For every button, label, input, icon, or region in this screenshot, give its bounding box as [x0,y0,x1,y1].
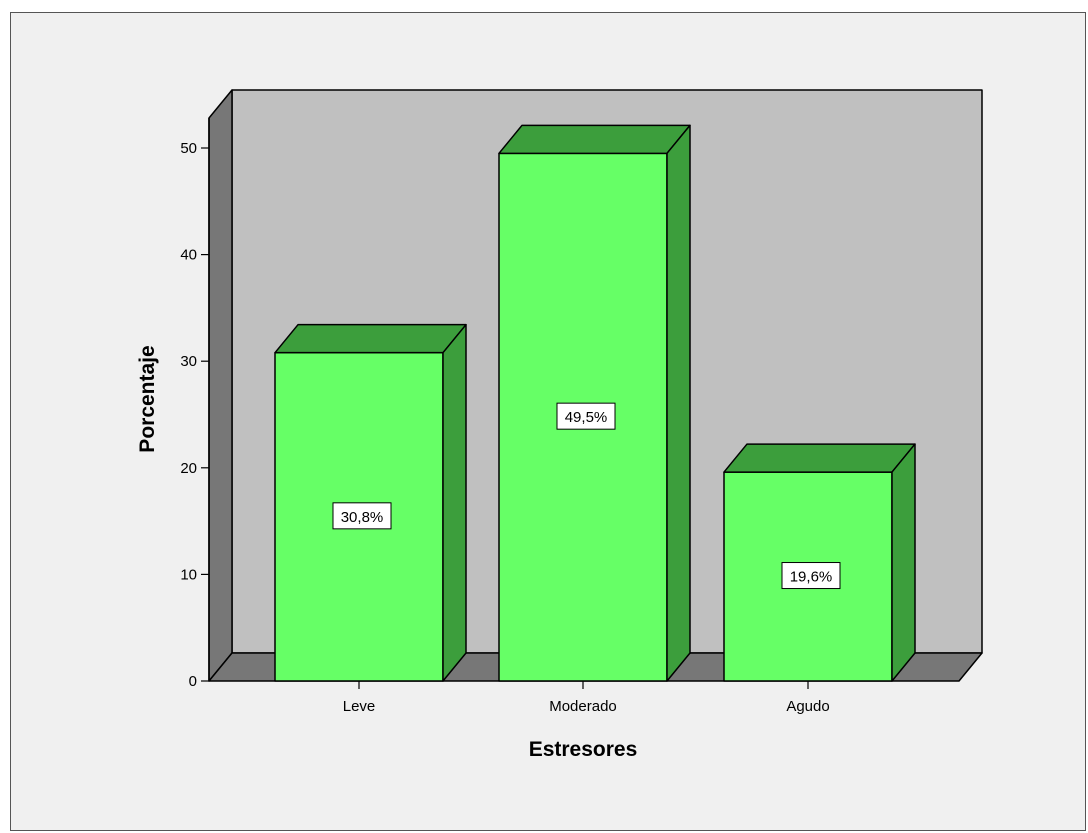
bar-top [498,124,691,155]
x-tick-label: Moderado [549,698,617,715]
bar-leve: 30,8% [274,323,467,682]
chart-side-wall [208,89,233,682]
bar-side [891,443,916,682]
data-label: 49,5% [565,409,608,426]
data-label: 30,8% [341,509,384,526]
bar-side [666,124,691,682]
y-axis-title: Porcentaje [136,345,159,452]
bars: 30,8% 49,5% 19,6% [274,124,916,682]
y-axis: 0 10 20 30 40 50 [180,118,210,690]
bar-side [442,323,467,682]
bar-chart: 0 10 20 30 40 50 30,8% 49,5% 19,6% Leve Moderado… [136,89,983,761]
x-axis: Leve Moderado Agudo [343,681,830,715]
bar-top [274,323,467,354]
data-label: 19,6% [790,569,833,586]
x-tick-label: Leve [343,698,376,715]
bar-top [723,443,916,473]
y-tick-label: 40 [180,247,197,264]
data-label-box [556,402,616,430]
data-label-box [781,562,841,590]
x-axis-title: Estresores [529,738,638,761]
bar-moderado: 49,5% [498,124,691,682]
data-label-box [332,502,392,530]
y-tick-label: 30 [180,353,197,370]
x-tick-label: Agudo [786,698,829,715]
y-tick-label: 20 [180,460,197,477]
bar-agudo: 19,6% [723,443,916,682]
y-tick-label: 10 [180,566,197,583]
y-tick-label: 50 [180,140,197,157]
chart-frame: 0 10 20 30 40 50 30,8% 49,5% 19,6% Leve Moderado… [10,12,1086,831]
y-tick-label: 0 [189,673,197,690]
